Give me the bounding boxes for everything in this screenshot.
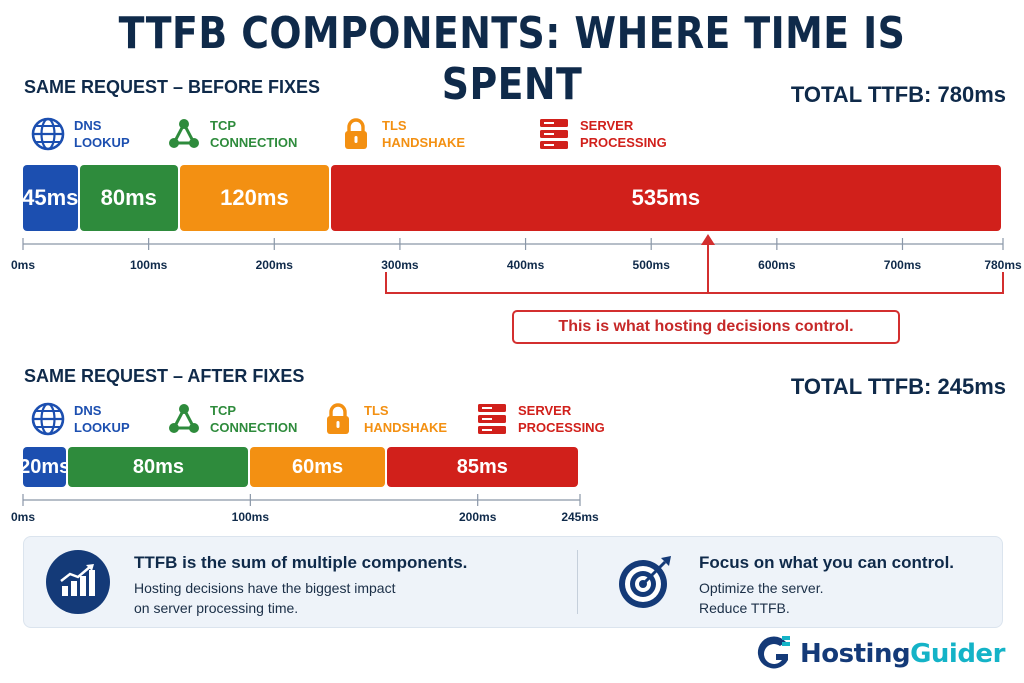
legend-label-line1: TCP [210, 118, 236, 133]
after-section-label: SAME REQUEST – AFTER FIXES [24, 366, 305, 386]
growth-chart-icon [46, 550, 110, 614]
after-bar-tcp: 80ms [68, 447, 249, 487]
legend-label-line2: LOOKUP [74, 420, 130, 435]
before-bar-tls: 120ms [180, 165, 329, 231]
axis-tick-label: 100ms [129, 258, 168, 272]
legend-tls-before: TLS HANDSHAKE [338, 116, 492, 152]
legend-label-line2: PROCESSING [580, 135, 667, 150]
bar-value-label: 85ms [456, 455, 508, 478]
info-left-title: TTFB is the sum of multiple components. [134, 553, 468, 572]
axis-tick-label: 700ms [883, 258, 922, 272]
before-bar-server: 535ms [330, 165, 1001, 231]
bar-value-label: 535ms [631, 185, 701, 210]
brand-logo: Hosting Guider [754, 634, 1005, 674]
axis-tick-label: 500ms [632, 258, 670, 272]
pointer-arrowhead [701, 234, 715, 245]
info-right-body: Optimize the server. Reduce TTFB. [699, 578, 824, 618]
legend-label-line1: TLS [364, 403, 389, 418]
globe-icon [30, 401, 66, 437]
info-left-body: Hosting decisions have the biggest impac… [134, 578, 395, 618]
server-icon [536, 116, 572, 152]
legend-label-line1: SERVER [518, 403, 572, 418]
info-box: TTFB is the sum of multiple components. … [23, 536, 1003, 628]
legend-label-line2: HANDSHAKE [382, 135, 466, 150]
axis-tick-label: 300ms [381, 258, 419, 272]
hosting-callout: This is what hosting decisions control. [512, 310, 900, 344]
axis-tick-label: 600ms [758, 258, 796, 272]
target-icon [613, 550, 677, 614]
before-axis [22, 234, 1004, 294]
axis-tick-label: 780ms [984, 258, 1022, 272]
legend-label-line2: CONNECTION [210, 135, 298, 150]
legend-label-line1: SERVER [580, 118, 634, 133]
legend-tls-after: TLS HANDSHAKE [320, 401, 474, 437]
legend-label-line1: TCP [210, 403, 236, 418]
before-total-ttfb: TOTAL TTFB: 780ms [790, 82, 1006, 107]
after-bar-tls: 60ms [250, 447, 385, 487]
bar-value-label: 120ms [220, 185, 289, 210]
axis-tick-label: 200ms [459, 510, 497, 524]
legend-label-line2: LOOKUP [74, 135, 130, 150]
brand-name-part1: Hosting [800, 639, 911, 669]
before-bar-dns: 45ms [22, 165, 79, 231]
info-left-line2: on server processing time. [134, 600, 299, 616]
hostingguider-logo-icon [754, 634, 794, 674]
legend-label-line2: CONNECTION [210, 420, 298, 435]
legend-label-line1: DNS [74, 118, 102, 133]
axis-tick-label: 400ms [506, 258, 545, 272]
lock-icon [338, 116, 374, 152]
before-bar-tcp: 80ms [79, 165, 179, 231]
info-divider [577, 550, 578, 614]
axis-tick-label: 245ms [561, 510, 599, 524]
page-title: TTFB COMPONENTS: WHERE TIME IS SPENT [118, 8, 906, 110]
lock-icon [320, 401, 356, 437]
network-icon [166, 116, 202, 152]
server-bracket [385, 272, 1004, 294]
before-section-label: SAME REQUEST – BEFORE FIXES [24, 77, 321, 97]
brand-name-part2: Guider [910, 639, 1005, 669]
legend-label-line2: HANDSHAKE [364, 420, 448, 435]
legend-label-line1: DNS [74, 403, 102, 418]
axis-tick-label: 0ms [10, 510, 36, 524]
after-axis [22, 494, 581, 506]
bar-value-label: 60ms [291, 455, 344, 478]
bar-value-label: 80ms [132, 455, 184, 478]
after-total-ttfb: TOTAL TTFB: 245ms [790, 374, 1006, 399]
bar-value-label: 45ms [22, 185, 79, 210]
legend-dns-after: DNS LOOKUP [30, 401, 184, 437]
axis-tick-label: 200ms [255, 258, 293, 272]
legend-server-before: SERVER PROCESSING [536, 116, 690, 152]
info-left-line1: Hosting decisions have the biggest impac… [134, 580, 396, 596]
axis-tick-label: 100ms [231, 510, 270, 524]
info-right-line2: Reduce TTFB. [699, 600, 790, 616]
info-right-line1: Optimize the server. [699, 580, 824, 596]
legend-label-line1: TLS [382, 118, 407, 133]
legend-dns-before: DNS LOOKUP [30, 116, 184, 152]
bar-value-label: 20ms [19, 455, 71, 478]
network-icon [166, 401, 202, 437]
after-bar-dns: 20ms [19, 447, 70, 487]
legend-label-line2: PROCESSING [518, 420, 605, 435]
legend-tcp-after: TCP CONNECTION [166, 401, 320, 437]
legend-tcp-before: TCP CONNECTION [166, 116, 320, 152]
axis-tick-label: 0ms [10, 258, 36, 272]
server-icon [474, 401, 510, 437]
legend-server-after: SERVER PROCESSING [474, 401, 628, 437]
bar-value-label: 80ms [100, 185, 157, 210]
after-bar-server: 85ms [386, 447, 578, 487]
globe-icon [30, 116, 66, 152]
after-bars: 20ms 80ms 60ms 85ms [19, 447, 580, 487]
before-bars: 45ms 80ms 120ms 535ms [22, 165, 1003, 231]
info-right-title: Focus on what you can control. [699, 553, 955, 572]
